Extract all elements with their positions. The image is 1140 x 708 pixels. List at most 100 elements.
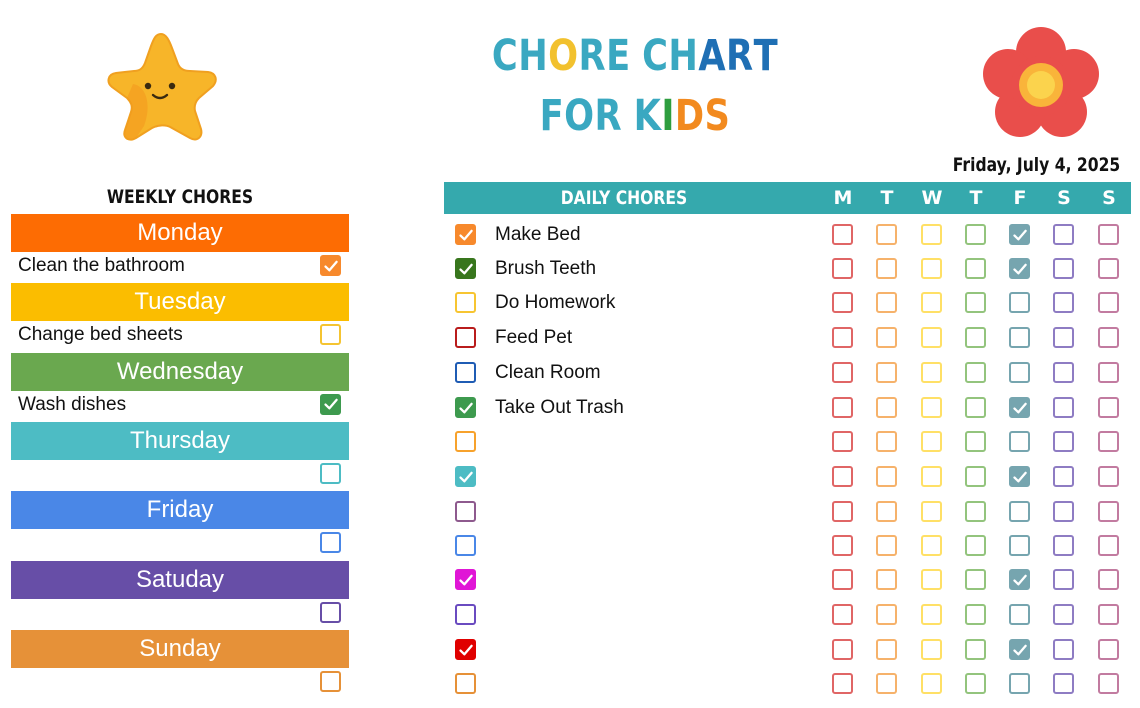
day-checkbox[interactable] (1009, 362, 1030, 383)
daily-chore-checkbox[interactable] (455, 397, 476, 418)
weekly-chore-checkbox[interactable] (320, 601, 341, 623)
day-checkbox[interactable] (832, 397, 853, 418)
day-checkbox[interactable] (832, 673, 853, 694)
day-checkbox[interactable] (921, 292, 942, 313)
daily-chore-checkbox[interactable] (455, 224, 476, 245)
daily-chore-checkbox[interactable] (455, 362, 476, 383)
day-checkbox[interactable] (1053, 362, 1074, 383)
weekly-chore-checkbox[interactable] (320, 670, 341, 692)
day-checkbox[interactable] (832, 569, 853, 590)
day-checkbox[interactable] (965, 639, 986, 660)
day-checkbox[interactable] (832, 604, 853, 625)
day-checkbox[interactable] (876, 292, 897, 313)
day-checkbox[interactable] (832, 535, 853, 556)
day-checkbox[interactable] (965, 224, 986, 245)
day-checkbox[interactable] (832, 258, 853, 279)
day-checkbox[interactable] (1098, 673, 1119, 694)
day-checkbox[interactable] (832, 639, 853, 660)
day-checkbox[interactable] (876, 362, 897, 383)
day-checkbox[interactable] (1009, 466, 1030, 487)
day-checkbox[interactable] (876, 466, 897, 487)
day-checkbox[interactable] (1098, 362, 1119, 383)
day-checkbox[interactable] (1098, 604, 1119, 625)
day-checkbox[interactable] (1009, 673, 1030, 694)
day-checkbox[interactable] (876, 258, 897, 279)
daily-chore-checkbox[interactable] (455, 292, 476, 313)
day-checkbox[interactable] (1098, 535, 1119, 556)
day-checkbox[interactable] (921, 535, 942, 556)
day-checkbox[interactable] (921, 224, 942, 245)
daily-chore-checkbox[interactable] (455, 604, 476, 625)
day-checkbox[interactable] (965, 535, 986, 556)
weekly-chore-checkbox[interactable] (320, 462, 341, 484)
day-checkbox[interactable] (876, 604, 897, 625)
day-checkbox[interactable] (1053, 569, 1074, 590)
day-checkbox[interactable] (965, 673, 986, 694)
weekly-chore-checkbox[interactable] (320, 532, 341, 554)
daily-chore-checkbox[interactable] (455, 431, 476, 452)
day-checkbox[interactable] (832, 327, 853, 348)
day-checkbox[interactable] (1009, 397, 1030, 418)
day-checkbox[interactable] (1053, 639, 1074, 660)
day-checkbox[interactable] (921, 673, 942, 694)
day-checkbox[interactable] (1053, 673, 1074, 694)
day-checkbox[interactable] (1053, 397, 1074, 418)
daily-chore-checkbox[interactable] (455, 569, 476, 590)
day-checkbox[interactable] (876, 501, 897, 522)
day-checkbox[interactable] (1009, 569, 1030, 590)
day-checkbox[interactable] (965, 604, 986, 625)
day-checkbox[interactable] (832, 466, 853, 487)
day-checkbox[interactable] (1009, 292, 1030, 313)
day-checkbox[interactable] (1098, 397, 1119, 418)
day-checkbox[interactable] (965, 292, 986, 313)
day-checkbox[interactable] (1053, 431, 1074, 452)
day-checkbox[interactable] (832, 501, 853, 522)
day-checkbox[interactable] (876, 431, 897, 452)
day-checkbox[interactable] (1053, 258, 1074, 279)
day-checkbox[interactable] (1098, 292, 1119, 313)
day-checkbox[interactable] (1009, 258, 1030, 279)
day-checkbox[interactable] (921, 569, 942, 590)
daily-chore-checkbox[interactable] (455, 639, 476, 660)
day-checkbox[interactable] (876, 535, 897, 556)
daily-chore-checkbox[interactable] (455, 673, 476, 694)
day-checkbox[interactable] (1009, 327, 1030, 348)
day-checkbox[interactable] (965, 501, 986, 522)
day-checkbox[interactable] (1053, 466, 1074, 487)
day-checkbox[interactable] (1098, 327, 1119, 348)
day-checkbox[interactable] (921, 258, 942, 279)
day-checkbox[interactable] (965, 466, 986, 487)
day-checkbox[interactable] (1098, 431, 1119, 452)
day-checkbox[interactable] (965, 431, 986, 452)
day-checkbox[interactable] (965, 569, 986, 590)
day-checkbox[interactable] (832, 224, 853, 245)
day-checkbox[interactable] (921, 362, 942, 383)
day-checkbox[interactable] (876, 397, 897, 418)
day-checkbox[interactable] (965, 397, 986, 418)
daily-chore-checkbox[interactable] (455, 466, 476, 487)
daily-chore-checkbox[interactable] (455, 258, 476, 279)
day-checkbox[interactable] (1053, 327, 1074, 348)
day-checkbox[interactable] (1098, 224, 1119, 245)
weekly-chore-checkbox[interactable] (320, 324, 341, 346)
day-checkbox[interactable] (876, 673, 897, 694)
day-checkbox[interactable] (1009, 224, 1030, 245)
day-checkbox[interactable] (1009, 639, 1030, 660)
day-checkbox[interactable] (921, 431, 942, 452)
day-checkbox[interactable] (965, 327, 986, 348)
day-checkbox[interactable] (1098, 569, 1119, 590)
day-checkbox[interactable] (921, 327, 942, 348)
day-checkbox[interactable] (1053, 224, 1074, 245)
day-checkbox[interactable] (876, 639, 897, 660)
day-checkbox[interactable] (965, 362, 986, 383)
day-checkbox[interactable] (876, 569, 897, 590)
day-checkbox[interactable] (1053, 501, 1074, 522)
day-checkbox[interactable] (921, 501, 942, 522)
day-checkbox[interactable] (1053, 292, 1074, 313)
day-checkbox[interactable] (1098, 501, 1119, 522)
daily-chore-checkbox[interactable] (455, 535, 476, 556)
day-checkbox[interactable] (1009, 604, 1030, 625)
day-checkbox[interactable] (876, 224, 897, 245)
day-checkbox[interactable] (876, 327, 897, 348)
day-checkbox[interactable] (1053, 604, 1074, 625)
